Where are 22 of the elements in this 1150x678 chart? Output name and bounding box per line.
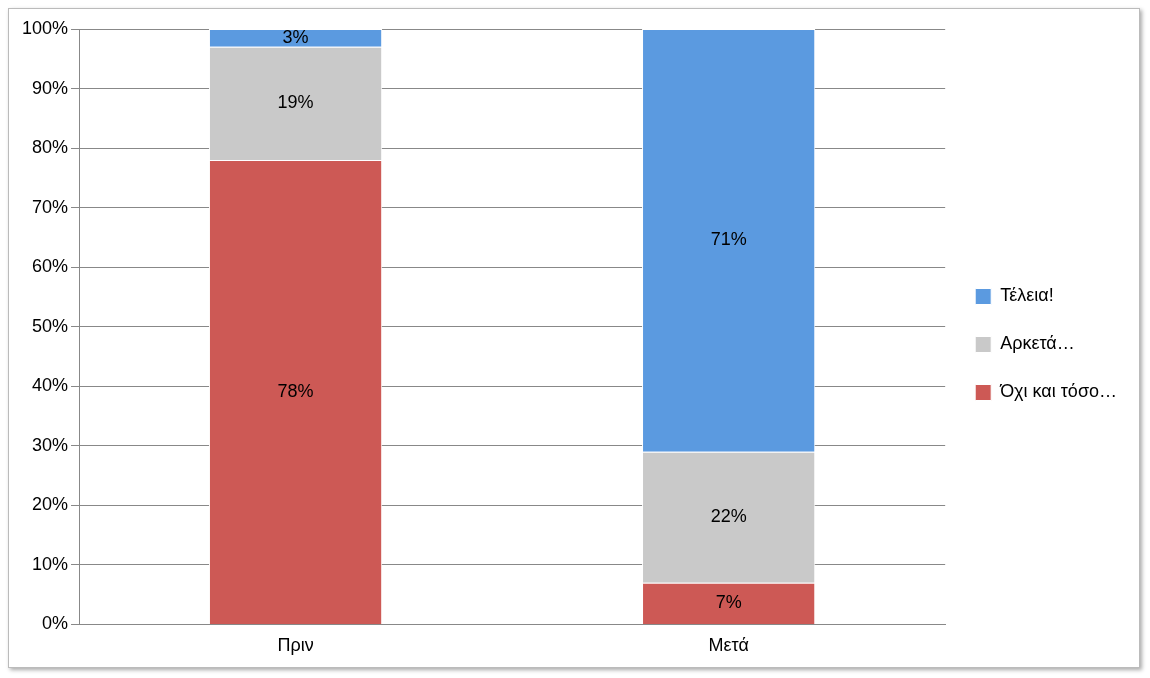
y-tick-label: 20% [32,494,69,515]
y-tick-label: 30% [32,434,69,455]
x-tick-label: Μετά [708,635,749,656]
y-tick-label: 0% [42,613,69,634]
y-tick-label: 80% [32,137,69,158]
legend-label: Τέλεια! [1000,285,1054,306]
data-label: 22% [710,506,747,527]
y-tick-label: 100% [21,17,69,38]
data-label: 7% [715,592,742,613]
legend-label: Όχι και τόσο… [999,381,1118,402]
x-tick-label: Πριν [277,635,314,656]
y-tick-label: 60% [32,256,69,277]
data-label: 19% [277,92,314,113]
legend-label: Αρκετά… [1000,333,1075,354]
data-label: 78% [277,380,314,401]
data-label: 3% [282,26,309,47]
y-tick-label: 50% [32,315,69,336]
y-tick-label: 10% [32,553,69,574]
y-tick-label: 40% [32,375,69,396]
y-tick-label: 70% [32,196,69,217]
y-tick-label: 90% [32,77,69,98]
data-label: 71% [710,229,747,250]
